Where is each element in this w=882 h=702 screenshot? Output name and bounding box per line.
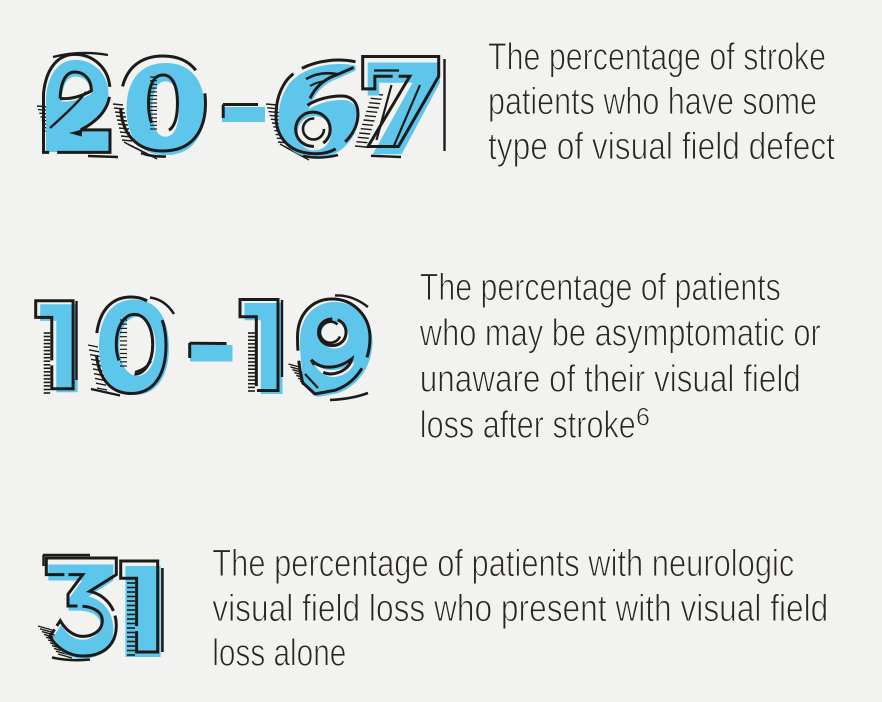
svg-text:The percentage of stroke: The percentage of stroke <box>488 36 826 78</box>
svg-text:The percentage of patients wit: The percentage of patients with neurolog… <box>212 543 794 585</box>
svg-text:unaware of their visual field: unaware of their visual field <box>420 359 801 401</box>
svg-text:visual field loss who present: visual field loss who present with visua… <box>212 588 828 630</box>
svg-text:The percentage of patients: The percentage of patients <box>420 267 781 309</box>
svg-text:loss alone: loss alone <box>212 633 346 675</box>
svg-text:loss after stroke: loss after stroke <box>420 404 636 446</box>
svg-text:type of visual field defect: type of visual field defect <box>488 126 835 168</box>
svg-text:patients who have some: patients who have some <box>488 81 817 123</box>
svg-text:6: 6 <box>636 404 650 432</box>
svg-text:who may be asymptomatic or: who may be asymptomatic or <box>419 313 821 355</box>
